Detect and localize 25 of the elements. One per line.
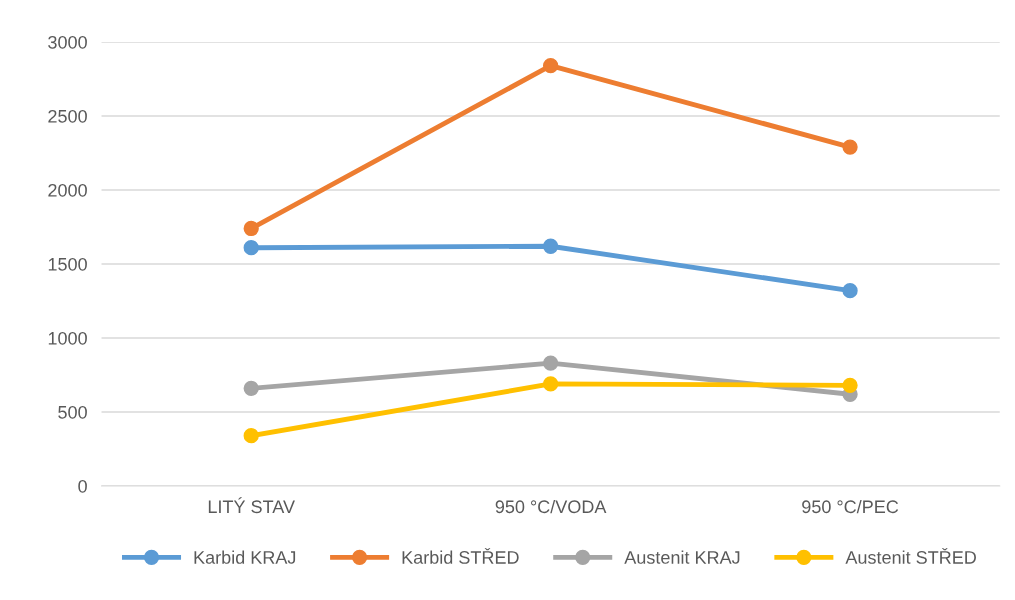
y-tick-label: 2500 <box>48 109 87 123</box>
point <box>542 355 559 371</box>
y-tick-label: 1000 <box>48 331 87 345</box>
y-tick-label: 1500 <box>48 257 87 271</box>
legend-label: Austenit STŘED <box>845 547 976 564</box>
point <box>542 376 559 392</box>
x-tick-label: 950 °C/PEC <box>802 499 899 514</box>
y-tick-label: 500 <box>58 405 87 419</box>
point <box>243 380 259 396</box>
y-tick-label: 2000 <box>48 183 87 197</box>
point <box>243 220 259 237</box>
point <box>243 428 259 444</box>
point <box>542 58 559 74</box>
point <box>542 238 559 254</box>
legend-label: Karbid KRAJ <box>194 550 296 564</box>
point <box>842 283 858 299</box>
x-tick-label: 950 °C/VODA <box>495 499 607 514</box>
y-tick-label: 0 <box>78 479 87 493</box>
legend-label: Austenit KRAJ <box>624 550 740 564</box>
legend-label: Karbid STŘED <box>402 547 519 564</box>
y-tick-label: 3000 <box>48 35 87 49</box>
point <box>842 377 858 393</box>
point <box>243 240 259 256</box>
x-tick-label: LITÝ STAV <box>208 497 295 514</box>
point <box>842 139 858 155</box>
